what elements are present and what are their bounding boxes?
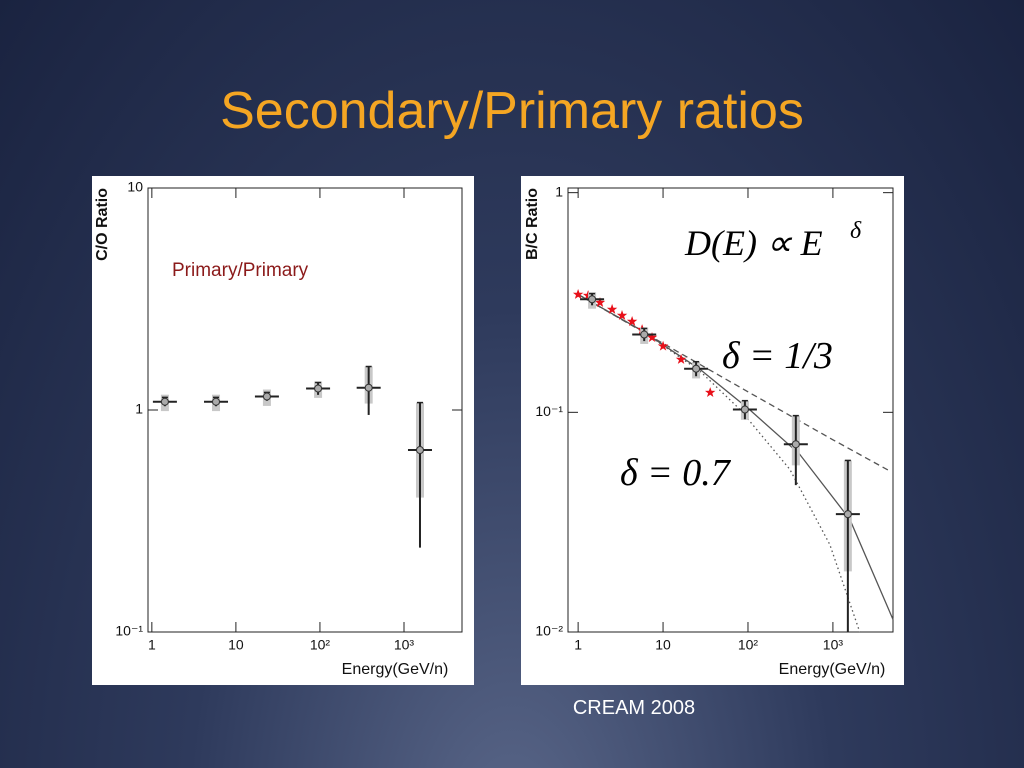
x-axis-label: Energy(GeV/n) [342,661,449,678]
caption: CREAM 2008 [573,697,695,719]
marker [262,392,271,401]
marker [791,440,800,449]
y-tick-label: 10 [127,179,143,195]
data-point [407,401,432,548]
y-axis-label: B/C Ratio [524,188,541,260]
data-point [632,327,657,344]
y-tick-label: 10⁻¹ [535,403,563,419]
x-tick-label: 10 [655,637,671,653]
x-tick-label: 10² [310,637,331,653]
data-point [732,399,757,420]
annotation: Primary/Primary [172,260,309,281]
data-point [356,365,381,415]
y-tick-label: 10⁻¹ [115,623,143,639]
marker [364,383,373,392]
data-point [152,394,177,412]
star-point [646,332,658,342]
y-axis-label: C/O Ratio [94,188,111,261]
star-point [626,316,638,326]
data-point [835,459,860,632]
x-tick-label: 10 [228,637,244,653]
annotation: D(E) ∝ E [684,223,823,263]
marker [640,330,649,339]
annotation: δ [850,218,862,244]
star-point [675,354,687,364]
x-tick-label: 10³ [394,637,415,653]
marker [160,397,169,406]
data-point [306,381,331,398]
slide-title: Secondary/Primary ratios [220,82,804,140]
x-tick-label: 1 [574,637,582,653]
marker [740,405,749,414]
data-point [783,414,808,486]
y-tick-label: 10⁻² [535,623,563,639]
x-tick-label: 1 [148,637,156,653]
x-axis-label: Energy(GeV/n) [779,661,886,678]
star-point [657,340,669,351]
marker [314,384,323,393]
star-point [606,303,618,314]
y-tick-label: 1 [135,401,143,417]
marker [588,295,597,304]
annotation: δ = 1/3 [722,335,833,377]
data-point [684,360,709,379]
panel [92,176,474,685]
marker [415,446,424,455]
star-point [572,289,584,299]
plot-frame [567,187,894,633]
marker [692,364,701,373]
data-point [254,389,279,406]
x-tick-label: 10³ [823,637,844,653]
marker [212,397,221,406]
star-point [616,310,628,320]
data-point [580,292,605,309]
panel [521,176,904,685]
annotation: δ = 0.7 [620,452,732,494]
star-point [594,297,606,307]
data-point [204,394,229,412]
star-point [705,387,716,397]
marker [843,510,852,519]
y-tick-label: 1 [555,183,563,199]
x-tick-label: 10² [738,637,759,653]
